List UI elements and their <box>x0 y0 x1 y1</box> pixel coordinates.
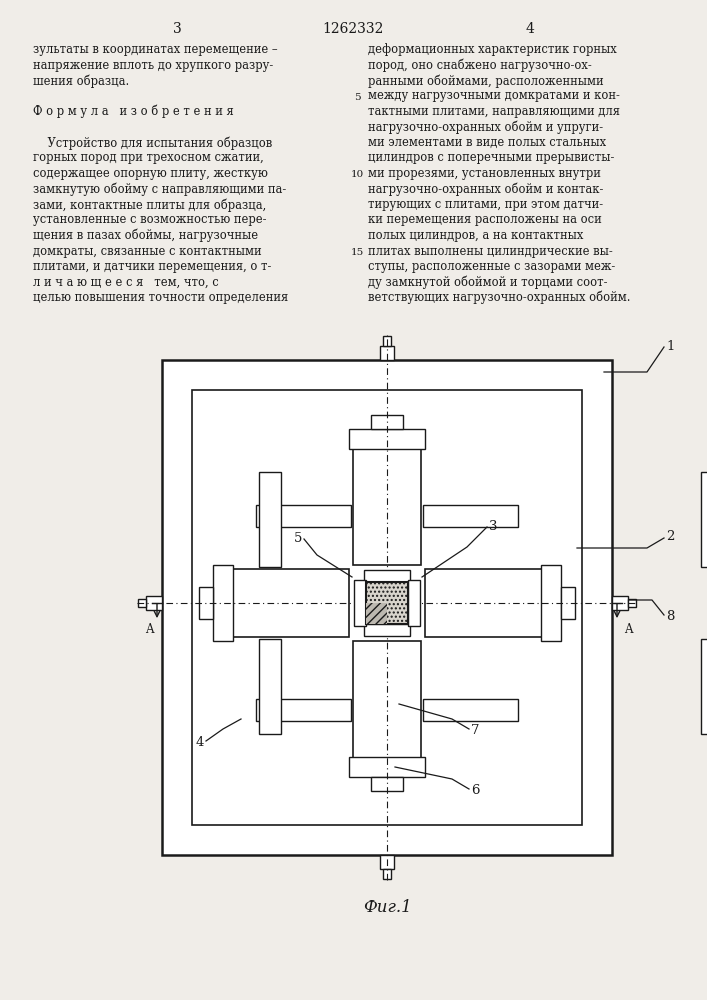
Text: 6: 6 <box>471 784 479 796</box>
Text: деформационных характеристик горных: деформационных характеристик горных <box>368 43 617 56</box>
Bar <box>353 641 421 759</box>
Text: 8: 8 <box>666 610 674 624</box>
Text: домкраты, связанные с контактными: домкраты, связанные с контактными <box>33 244 262 257</box>
Bar <box>366 603 387 624</box>
Text: 4: 4 <box>196 736 204 748</box>
Text: зами, контактные плиты для образца,: зами, контактные плиты для образца, <box>33 198 267 212</box>
Bar <box>192 390 582 825</box>
Text: шения образца.: шения образца. <box>33 74 129 88</box>
Text: 3: 3 <box>489 520 498 532</box>
Bar <box>259 472 281 567</box>
Text: ки перемещения расположены на оси: ки перемещения расположены на оси <box>368 214 602 227</box>
Text: 1: 1 <box>666 340 674 353</box>
Bar <box>349 429 425 449</box>
Bar <box>146 596 162 610</box>
Text: ветствующих нагрузочно-охранных обойм.: ветствующих нагрузочно-охранных обойм. <box>368 291 631 304</box>
Text: л и ч а ю щ е е с я   тем, что, с: л и ч а ю щ е е с я тем, что, с <box>33 275 218 288</box>
Bar <box>353 447 421 565</box>
Bar <box>423 699 518 721</box>
Bar <box>701 472 707 567</box>
Text: 1262332: 1262332 <box>322 22 384 36</box>
Bar <box>213 565 233 641</box>
Bar <box>259 639 281 734</box>
Bar <box>380 346 394 360</box>
Text: ранными обоймами, расположенными: ранными обоймами, расположенными <box>368 74 604 88</box>
Bar <box>380 855 394 869</box>
Text: 3: 3 <box>173 22 182 36</box>
Text: Устройство для испытания образцов: Устройство для испытания образцов <box>33 136 272 149</box>
Text: щения в пазах обоймы, нагрузочные: щения в пазах обоймы, нагрузочные <box>33 229 258 242</box>
Bar <box>425 569 543 637</box>
Bar <box>199 587 213 619</box>
Text: 2: 2 <box>666 530 674 544</box>
Text: тактными плитами, направляющими для: тактными плитами, направляющими для <box>368 105 620 118</box>
Text: 7: 7 <box>471 724 479 736</box>
Text: плитами, и датчики перемещения, о т-: плитами, и датчики перемещения, о т- <box>33 260 271 273</box>
Text: горных пород при трехосном сжатии,: горных пород при трехосном сжатии, <box>33 151 264 164</box>
Bar <box>364 624 410 636</box>
Bar <box>612 596 628 610</box>
Text: целью повышения точности определения: целью повышения точности определения <box>33 291 288 304</box>
Text: содержащее опорную плиту, жесткую: содержащее опорную плиту, жесткую <box>33 167 268 180</box>
Bar <box>383 336 391 346</box>
Bar <box>371 777 403 791</box>
Bar <box>366 582 408 624</box>
Text: цилиндров с поперечными прерывисты-: цилиндров с поперечными прерывисты- <box>368 151 614 164</box>
Text: нагрузочно-охранных обойм и контак-: нагрузочно-охранных обойм и контак- <box>368 182 603 196</box>
Text: 5: 5 <box>293 532 302 544</box>
Text: напряжение вплоть до хрупкого разру-: напряжение вплоть до хрупкого разру- <box>33 58 273 72</box>
Text: 10: 10 <box>351 170 363 179</box>
Bar <box>354 580 366 626</box>
Text: полых цилиндров, а на контактных: полых цилиндров, а на контактных <box>368 229 583 242</box>
Text: замкнутую обойму с направляющими па-: замкнутую обойму с направляющими па- <box>33 182 286 196</box>
Text: пород, оно снабжено нагрузочно-ох-: пород, оно снабжено нагрузочно-ох- <box>368 58 592 72</box>
Text: между нагрузочными домкратами и кон-: между нагрузочными домкратами и кон- <box>368 90 620 103</box>
Bar <box>383 869 391 879</box>
Bar <box>364 570 410 582</box>
Bar <box>349 757 425 777</box>
Text: Фиг.1: Фиг.1 <box>363 898 411 916</box>
Text: ми прорезями, установленных внутри: ми прорезями, установленных внутри <box>368 167 601 180</box>
Bar <box>371 415 403 429</box>
Bar <box>138 599 146 607</box>
Text: тирующих с плитами, при этом датчи-: тирующих с плитами, при этом датчи- <box>368 198 603 211</box>
Text: нагрузочно-охранных обойм и упруги-: нагрузочно-охранных обойм и упруги- <box>368 120 603 134</box>
Bar <box>256 699 351 721</box>
Bar <box>701 639 707 734</box>
Bar <box>561 587 575 619</box>
Text: A: A <box>146 623 154 636</box>
Text: 5: 5 <box>354 93 361 102</box>
Text: ступы, расположенные с зазорами меж-: ступы, расположенные с зазорами меж- <box>368 260 615 273</box>
Text: ми элементами в виде полых стальных: ми элементами в виде полых стальных <box>368 136 606 149</box>
Text: 15: 15 <box>351 248 363 257</box>
Bar <box>541 565 561 641</box>
Bar <box>162 360 612 855</box>
Text: ду замкнутой обоймой и торцами соот-: ду замкнутой обоймой и торцами соот- <box>368 275 607 289</box>
Bar <box>423 505 518 527</box>
Text: Ф о р м у л а   и з о б р е т е н и я: Ф о р м у л а и з о б р е т е н и я <box>33 105 234 118</box>
Bar <box>408 580 420 626</box>
Text: 4: 4 <box>525 22 534 36</box>
Bar <box>628 599 636 607</box>
Text: плитах выполнены цилиндрические вы-: плитах выполнены цилиндрические вы- <box>368 244 613 257</box>
Text: зультаты в координатах перемещение –: зультаты в координатах перемещение – <box>33 43 278 56</box>
Text: A: A <box>624 623 633 636</box>
Bar <box>256 505 351 527</box>
Text: установленные с возможностью пере-: установленные с возможностью пере- <box>33 214 267 227</box>
Bar <box>231 569 349 637</box>
